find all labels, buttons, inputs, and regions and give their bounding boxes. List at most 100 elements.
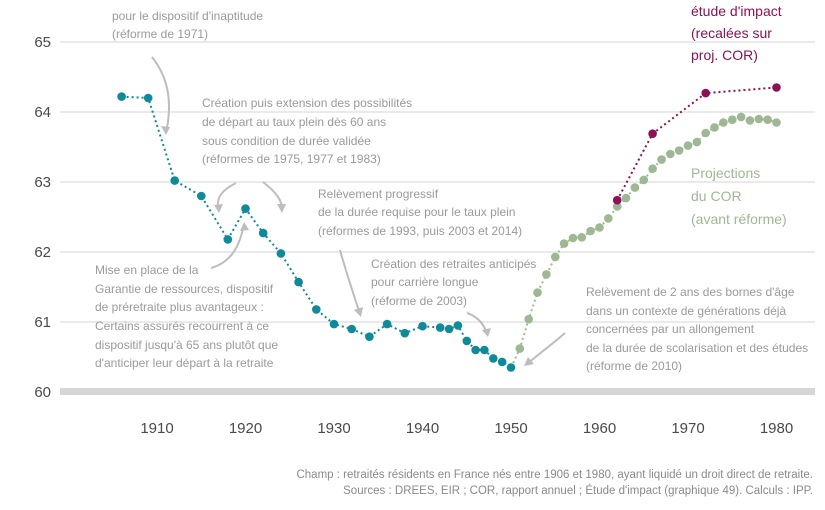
arrowhead (240, 222, 249, 231)
arrow-inaptitude (151, 56, 171, 134)
label-projections-cor: Projections du COR (avant réforme) (691, 165, 787, 227)
annotation-duree: Relèvement progressif de la durée requis… (318, 187, 522, 238)
etude-impact-point (701, 88, 710, 98)
cor-projection-point (524, 314, 533, 324)
x-tick-label: 1940 (406, 420, 439, 437)
etude-impact-point (772, 83, 781, 92)
observed-point (143, 93, 153, 103)
observed-point (223, 235, 233, 244)
observed-point (400, 328, 410, 338)
cor-projection-point (701, 128, 710, 138)
arrow-bornes (526, 332, 566, 365)
arrowhead (482, 328, 491, 337)
arrowhead (214, 204, 223, 213)
observed-point (418, 321, 427, 331)
etude-impact-point (648, 129, 657, 138)
footer-sources: Sources : DREES, EIR ; COR, rapport annu… (343, 484, 813, 497)
cor-projection-point (772, 118, 781, 127)
y-tick-label: 63 (34, 174, 51, 191)
observed-point (489, 354, 498, 363)
cor-projection-point (728, 115, 737, 124)
cor-projection-point (639, 175, 649, 185)
x-axis: 1910 1920 1930 1940 1950 1960 1970 1980 (140, 420, 793, 437)
cor-projection-point (736, 112, 746, 122)
observed-point (117, 92, 126, 101)
x-tick-label: 1970 (671, 420, 704, 437)
observed-point (258, 228, 268, 238)
cor-projection-point (595, 223, 604, 232)
annotation-arrows (151, 56, 566, 366)
observed-point (444, 324, 454, 334)
cor-projection-point (719, 118, 728, 127)
arrowhead (524, 357, 534, 366)
cor-projection-point (551, 252, 560, 262)
observed-point (312, 305, 321, 314)
cor-projection-point (515, 344, 525, 353)
cor-projection-point (621, 193, 631, 203)
observed-point (382, 319, 392, 329)
observed-point (241, 204, 250, 213)
cor-projection-point (568, 233, 578, 243)
observed-point (197, 191, 206, 201)
data-points (117, 83, 781, 372)
cor-projection-point (710, 123, 719, 132)
cor-projection-point (586, 226, 595, 236)
annotation-60ans: Création puis extension des possibilités… (202, 96, 415, 166)
arrow-duree (339, 249, 361, 315)
annotation-inaptitude: pour le dispositif d'inaptitude (réforme… (112, 9, 266, 41)
observed-point (497, 357, 507, 367)
observed-point (506, 363, 516, 372)
footer-champ: Champ : retraités résidents en France né… (296, 469, 813, 481)
cor-projection-point (630, 183, 640, 192)
arrowhead (354, 307, 363, 317)
y-tick-label: 64 (34, 104, 51, 121)
annotation-carriere: Création des retraites anticipés pour ca… (371, 257, 540, 308)
etude-impact-point (612, 195, 622, 205)
observed-point (329, 319, 339, 329)
y-tick-label: 62 (34, 244, 51, 261)
cor-projection-point (612, 202, 622, 211)
label-etude-impact: étude d'impact (recalées sur proj. COR) (691, 3, 786, 63)
observed-point (453, 321, 463, 330)
observed-point (435, 323, 445, 332)
y-tick-label: 65 (34, 34, 51, 51)
x-tick-label: 1910 (140, 420, 173, 437)
cor-projection-point (763, 115, 772, 124)
cor-projection-point (577, 233, 587, 242)
cor-projection-point (692, 137, 702, 147)
cor-projection-point (542, 270, 551, 279)
arrow-garantie (210, 223, 245, 269)
arrowhead (161, 126, 170, 135)
annotation-bornes: Relèvement de 2 ans des bornes d'âge dan… (586, 285, 812, 373)
cor-projection-point (533, 288, 542, 297)
baseline-bar (60, 388, 815, 395)
cor-projection-point (604, 214, 613, 223)
x-tick-label: 1980 (760, 420, 793, 437)
cor-projection-point (745, 116, 755, 125)
x-tick-label: 1950 (494, 420, 527, 437)
annotation-garantie: Mise en place de la Garantie de ressourc… (95, 263, 281, 370)
cor-projection-point (657, 155, 666, 164)
x-tick-label: 1920 (229, 420, 262, 437)
observed-point (480, 345, 489, 355)
x-tick-label: 1960 (583, 420, 616, 437)
y-tick-label: 60 (34, 384, 51, 401)
observed-point (347, 324, 357, 334)
observed-point (365, 332, 374, 342)
arrowhead (277, 204, 286, 213)
cor-projection-point (754, 114, 764, 124)
cor-projection-point (666, 149, 675, 159)
observed-point (170, 176, 179, 185)
observed-point (294, 277, 303, 287)
y-axis: 60 61 62 63 64 65 (34, 34, 51, 401)
cor-projection-point (559, 239, 569, 248)
cor-projection-point (648, 164, 657, 173)
cor-projection-point (674, 146, 684, 155)
observed-point (471, 345, 480, 355)
cor-projection-point (683, 141, 693, 150)
x-tick-label: 1930 (317, 420, 350, 437)
observed-point (276, 249, 286, 258)
y-tick-label: 61 (34, 314, 51, 331)
grid-lines (60, 41, 815, 323)
